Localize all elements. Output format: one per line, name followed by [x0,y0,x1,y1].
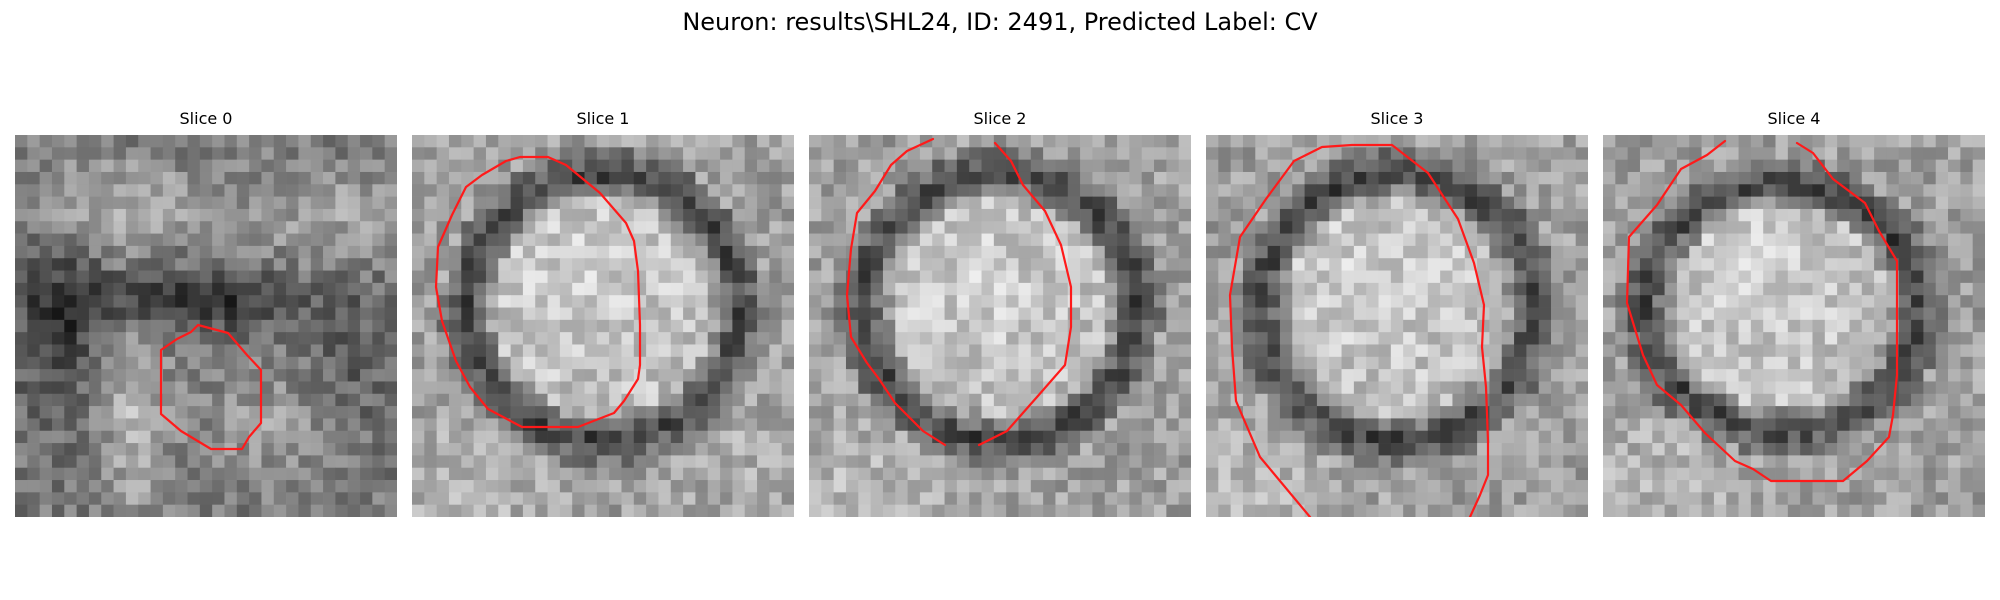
slice-panel: Slice 2 [809,108,1191,526]
red-contour-line [977,141,1073,447]
figure-title: Neuron: results\SHL24, ID: 2491, Predict… [682,8,1318,36]
microscopy-pixels [15,135,397,517]
red-contour [845,137,1073,447]
slice-title: Slice 1 [576,109,630,128]
red-contour [1228,143,1490,517]
slice-title: Slice 3 [1370,109,1424,128]
red-contour [1625,139,1899,483]
slice-image [809,135,1191,517]
red-contour-line [1228,143,1490,517]
red-contour [434,155,642,429]
red-contour-line [159,323,263,451]
slice-panel: Slice 1 [412,108,794,526]
slice-title: Slice 4 [1767,109,1821,128]
slice-title: Slice 0 [179,109,233,128]
slice-panel: Slice 4 [1603,108,1985,526]
microscopy-pixels [1603,135,1985,517]
microscopy-pixels [1206,135,1588,517]
slice-image [1603,135,1985,517]
red-contour-line [845,137,947,447]
red-contour-line [1625,139,1899,483]
slice-image [412,135,794,517]
microscopy-pixels [412,135,794,517]
slice-image [1206,135,1588,517]
red-contour [159,323,263,451]
slice-title: Slice 2 [973,109,1027,128]
red-contour-line [434,155,642,429]
microscopy-pixels [809,135,1191,517]
slice-panel: Slice 0 [15,108,397,526]
slice-image [15,135,397,517]
slice-panel: Slice 3 [1206,108,1588,526]
